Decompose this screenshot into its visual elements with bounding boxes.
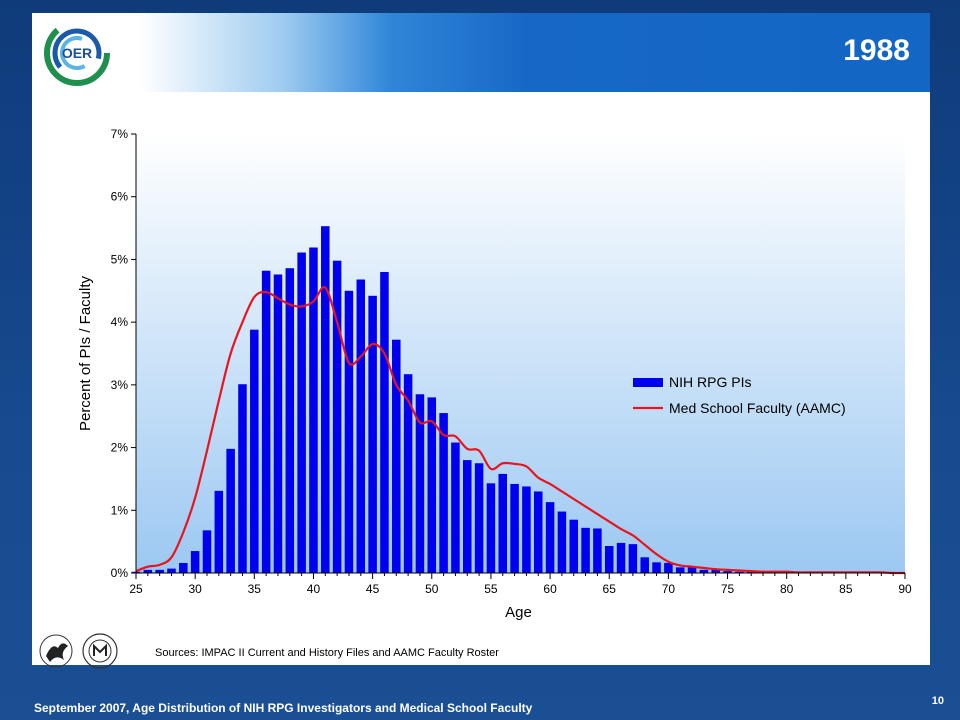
y-tick-label: 1% [111, 503, 129, 517]
y-tick-label: 4% [111, 315, 129, 329]
bar-age-42 [332, 260, 342, 573]
nih-seal-icon [82, 633, 118, 669]
bar-age-31 [202, 530, 212, 573]
legend-bar-swatch [633, 378, 663, 387]
bar-age-61 [557, 511, 567, 573]
bar-age-38 [285, 268, 295, 573]
bar-age-75 [723, 571, 732, 573]
bar-age-30 [190, 551, 200, 573]
x-tick-label: 60 [543, 582, 557, 596]
bar-age-48 [403, 374, 413, 573]
bar-age-29 [179, 562, 188, 573]
bar-age-44 [356, 279, 366, 573]
bar-age-33 [226, 448, 235, 573]
bar-age-34 [238, 384, 247, 573]
x-tick-label: 80 [780, 582, 794, 596]
x-tick-label: 55 [484, 582, 498, 596]
x-tick-label: 35 [248, 582, 262, 596]
footer-text: September 2007, Age Distribution of NIH … [34, 701, 533, 715]
bar-age-57 [510, 483, 519, 573]
bar-age-26 [143, 569, 153, 573]
bar-age-66 [616, 542, 626, 573]
x-tick-label: 50 [425, 582, 439, 596]
y-tick-label: 0% [111, 566, 129, 580]
bar-age-63 [581, 527, 590, 573]
bar-age-56 [498, 473, 508, 573]
bar-series-nih-rpg-pis [131, 226, 815, 573]
x-tick-label: 25 [129, 582, 143, 596]
bar-age-60 [545, 502, 555, 573]
bar-age-35 [250, 329, 259, 573]
bar-age-43 [344, 290, 354, 573]
x-tick-label: 45 [366, 582, 380, 596]
y-axis-label: Percent of PIs / Faculty [77, 275, 94, 431]
x-tick-label: 75 [721, 582, 735, 596]
bar-age-59 [533, 491, 543, 573]
bar-age-58 [522, 486, 531, 573]
y-tick-label: 3% [111, 378, 129, 392]
bar-age-49 [415, 394, 425, 573]
bar-age-62 [569, 519, 578, 573]
bar-age-73 [699, 569, 709, 573]
bar-age-69 [652, 562, 661, 573]
x-tick-label: 90 [898, 582, 912, 596]
x-tick-label: 70 [662, 582, 676, 596]
bar-age-70 [664, 562, 673, 573]
chart-legend: NIH RPG PIs Med School Faculty (AAMC) [633, 374, 846, 416]
bar-age-47 [392, 339, 401, 573]
header-band [32, 13, 930, 92]
x-tick-label: 65 [603, 582, 617, 596]
x-axis-label: Age [505, 604, 532, 621]
sources-note: Sources: IMPAC II Current and History Fi… [155, 647, 499, 659]
bar-age-28 [167, 568, 176, 573]
y-tick-label: 7% [111, 127, 129, 141]
y-tick-label: 2% [111, 441, 129, 455]
bar-age-55 [486, 483, 496, 573]
bar-age-67 [628, 544, 638, 573]
bar-age-27 [155, 569, 164, 573]
age-distribution-chart: 0% 1% 2% 3% 4% 5% 6% 7% 25 30 35 40 45 50 55 60 65 70 75 80… [77, 127, 912, 621]
bar-age-54 [474, 463, 484, 573]
bar-age-50 [427, 397, 437, 573]
y-tick-label: 5% [111, 252, 129, 266]
bar-age-72 [687, 567, 697, 573]
legend-label-nih-rpg-pis: NIH RPG PIs [669, 374, 751, 390]
bar-age-65 [604, 546, 614, 573]
chart-axes: 0% 1% 2% 3% 4% 5% 6% 7% 25 30 35 40 45 50 55 60 65 70 75 80… [111, 127, 912, 596]
x-tick-label: 40 [307, 582, 321, 596]
bar-age-41 [321, 226, 330, 573]
legend-label-med-school-faculty: Med School Faculty (AAMC) [669, 400, 846, 416]
bar-age-71 [675, 567, 685, 573]
bar-age-76 [735, 571, 744, 573]
slide-title: 1988 [843, 34, 910, 67]
agency-logos [39, 633, 118, 669]
bar-age-45 [368, 295, 377, 573]
bar-age-52 [451, 442, 460, 573]
bar-age-68 [640, 557, 649, 573]
oer-logo: OER [44, 20, 110, 86]
hhs-eagle-icon [39, 634, 73, 668]
bar-age-36 [261, 270, 271, 573]
bar-age-46 [380, 271, 389, 573]
x-tick-label: 85 [839, 582, 853, 596]
bar-age-51 [439, 413, 448, 573]
bar-age-77 [746, 571, 756, 573]
y-tick-label: 6% [111, 190, 129, 204]
bar-age-37 [273, 274, 283, 573]
bar-age-64 [593, 528, 602, 573]
x-tick-label: 30 [188, 582, 202, 596]
line-series-med-school-faculty [135, 286, 906, 575]
bar-age-53 [463, 460, 472, 573]
bar-age-32 [214, 490, 224, 573]
page-number: 10 [931, 695, 944, 707]
bar-age-39 [297, 252, 306, 573]
oer-logo-text: OER [62, 45, 92, 61]
bar-age-40 [309, 247, 318, 573]
bar-age-74 [711, 569, 720, 573]
